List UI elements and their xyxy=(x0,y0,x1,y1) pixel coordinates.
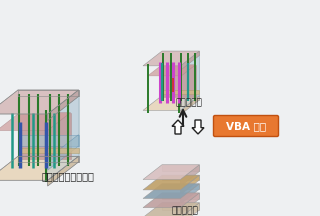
Polygon shape xyxy=(162,175,199,180)
Polygon shape xyxy=(48,97,78,180)
Polygon shape xyxy=(162,65,196,97)
Polygon shape xyxy=(180,96,199,115)
Polygon shape xyxy=(180,175,199,195)
Polygon shape xyxy=(162,184,199,189)
Polygon shape xyxy=(18,97,78,156)
Polygon shape xyxy=(180,193,199,214)
Polygon shape xyxy=(172,120,184,134)
Polygon shape xyxy=(180,184,199,204)
Polygon shape xyxy=(20,113,71,159)
Polygon shape xyxy=(18,148,78,153)
Polygon shape xyxy=(0,156,78,180)
Polygon shape xyxy=(18,135,78,146)
Polygon shape xyxy=(162,193,199,199)
Polygon shape xyxy=(143,51,199,66)
Polygon shape xyxy=(48,156,78,186)
Polygon shape xyxy=(18,90,78,97)
Text: 標準モールドベース: 標準モールドベース xyxy=(42,171,94,181)
Polygon shape xyxy=(180,203,199,216)
FancyBboxPatch shape xyxy=(213,116,278,137)
Polygon shape xyxy=(148,65,196,76)
Polygon shape xyxy=(0,113,71,130)
Polygon shape xyxy=(162,90,199,94)
Polygon shape xyxy=(180,51,199,70)
Polygon shape xyxy=(143,165,199,179)
Polygon shape xyxy=(162,56,199,96)
Polygon shape xyxy=(143,96,199,110)
Polygon shape xyxy=(162,96,199,100)
Polygon shape xyxy=(18,156,78,162)
Text: 穴部品配置: 穴部品配置 xyxy=(175,98,202,107)
Polygon shape xyxy=(180,56,199,110)
Polygon shape xyxy=(143,184,199,199)
Polygon shape xyxy=(0,90,78,114)
Polygon shape xyxy=(143,175,199,190)
Polygon shape xyxy=(192,120,204,134)
Text: VBA 実行: VBA 実行 xyxy=(226,121,266,131)
Polygon shape xyxy=(162,165,199,172)
Polygon shape xyxy=(143,203,199,216)
Polygon shape xyxy=(162,203,199,210)
Polygon shape xyxy=(180,165,199,186)
Polygon shape xyxy=(162,51,199,56)
Text: 穴部品演算: 穴部品演算 xyxy=(172,206,198,215)
Polygon shape xyxy=(143,193,199,208)
Polygon shape xyxy=(48,135,78,170)
Polygon shape xyxy=(48,90,78,121)
